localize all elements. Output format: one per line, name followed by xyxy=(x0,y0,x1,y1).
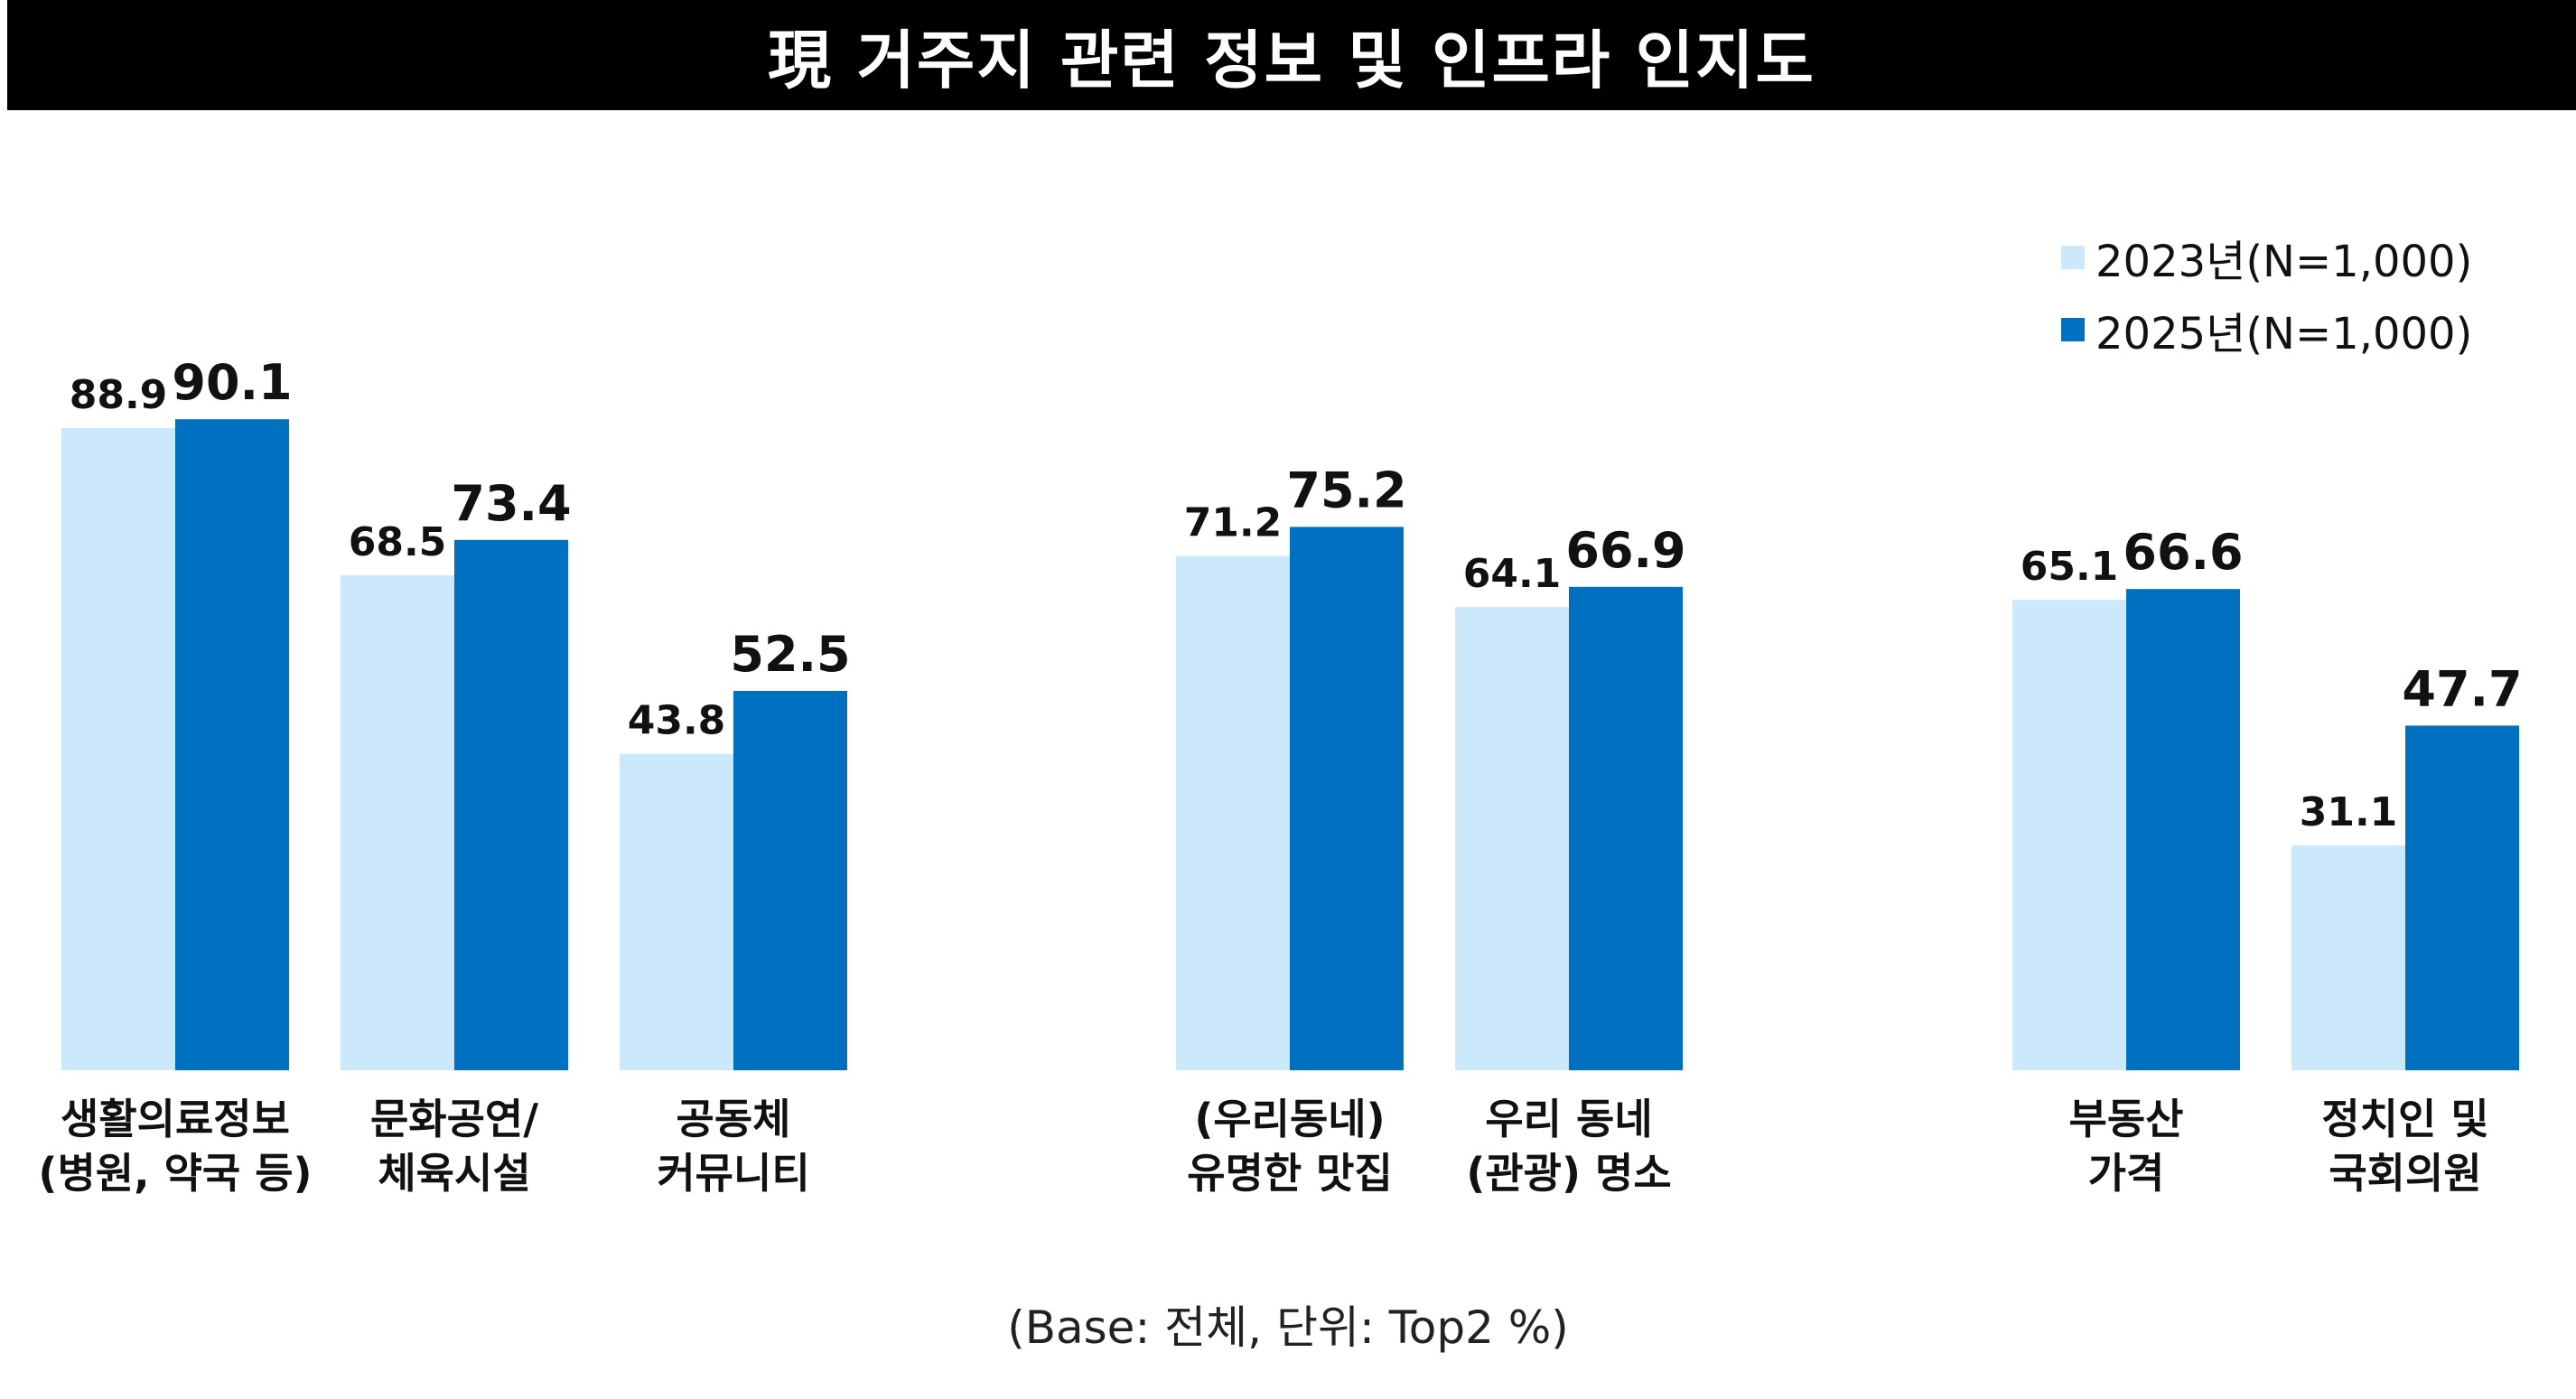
category-label-4-line-1: (관광) 명소 xyxy=(1466,1149,1671,1198)
category-label-3-line-0: (우리동네) xyxy=(1194,1095,1385,1143)
category-label-4-line-0: 우리 동네 xyxy=(1485,1095,1652,1143)
category-label-6-line-0: 정치인 및 xyxy=(2321,1095,2488,1143)
bar-2023-2 xyxy=(620,753,733,1070)
category-label-6-line-1: 국회의원 xyxy=(2329,1149,2481,1198)
bar-2023-6 xyxy=(2291,845,2405,1070)
bar-2023-3 xyxy=(1176,555,1290,1070)
legend-item-2025: 2025년(N=1,000) xyxy=(2061,298,2472,361)
category-label-3-line-1: 유명한 맛집 xyxy=(1187,1149,1393,1198)
bar-2025-6 xyxy=(2405,725,2519,1070)
category-label-0-line-0: 생활의료정보 xyxy=(61,1095,290,1143)
data-label-2025-5: 66.6 xyxy=(2123,524,2243,581)
bar-2023-0 xyxy=(61,427,175,1070)
bar-2025-1 xyxy=(454,539,568,1070)
footnote: (Base: 전체, 단위: Top2 %) xyxy=(1007,1301,1569,1354)
data-label-2025-4: 66.9 xyxy=(1565,522,1685,579)
data-label-2023-6: 31.1 xyxy=(2300,789,2398,835)
legend-label-2025: 2025년(N=1,000) xyxy=(2095,309,2473,359)
data-label-2025-3: 75.2 xyxy=(1286,462,1406,518)
bar-2023-1 xyxy=(341,575,454,1070)
data-label-2025-0: 90.1 xyxy=(172,354,292,411)
category-label-1-line-1: 체육시설 xyxy=(378,1149,530,1198)
data-label-2023-4: 64.1 xyxy=(1463,551,1562,597)
data-label-2023-2: 43.8 xyxy=(628,698,726,744)
category-label-5-line-0: 부동산 xyxy=(2069,1095,2184,1143)
data-label-2025-1: 73.4 xyxy=(451,475,571,532)
legend-label-2023: 2023년(N=1,000) xyxy=(2095,237,2473,287)
data-label-2023-1: 68.5 xyxy=(349,519,447,565)
data-label-2023-3: 71.2 xyxy=(1184,499,1283,546)
category-label-2-line-0: 공동체 xyxy=(677,1095,791,1143)
data-label-2023-5: 65.1 xyxy=(2021,544,2119,590)
legend-swatch-2025 xyxy=(2061,318,2085,341)
category-label-0-line-1: (병원, 약국 등) xyxy=(38,1149,312,1198)
legend-swatch-2023 xyxy=(2061,246,2085,269)
chart-title: 現 거주지 관련 정보 및 인프라 인지도 xyxy=(7,0,2576,110)
bar-2025-5 xyxy=(2126,589,2240,1070)
legend-item-2023: 2023년(N=1,000) xyxy=(2061,226,2472,289)
bar-2025-4 xyxy=(1569,586,1683,1070)
category-label-2-line-1: 커뮤니티 xyxy=(657,1149,809,1198)
category-label-5-line-1: 가격 xyxy=(2088,1149,2165,1198)
bar-2023-4 xyxy=(1455,607,1569,1070)
data-label-2025-6: 47.7 xyxy=(2402,660,2522,717)
bar-2025-2 xyxy=(733,691,847,1070)
data-label-2023-0: 88.9 xyxy=(70,372,168,418)
bar-2023-5 xyxy=(2012,600,2126,1070)
category-label-1-line-0: 문화공연/ xyxy=(370,1095,538,1143)
bar-2025-3 xyxy=(1290,527,1404,1070)
bar-2025-0 xyxy=(175,419,289,1070)
data-label-2025-2: 52.5 xyxy=(730,626,850,683)
